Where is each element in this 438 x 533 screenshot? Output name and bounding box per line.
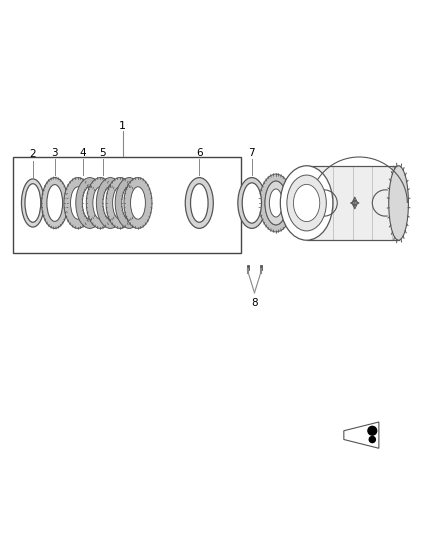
Ellipse shape [265, 181, 287, 225]
Ellipse shape [293, 184, 320, 222]
Ellipse shape [185, 177, 213, 229]
Bar [307, 166, 399, 240]
Text: 1: 1 [119, 120, 126, 131]
Ellipse shape [76, 177, 104, 229]
Ellipse shape [106, 177, 134, 229]
Ellipse shape [93, 187, 108, 219]
Ellipse shape [124, 177, 152, 229]
Ellipse shape [280, 166, 333, 240]
Ellipse shape [389, 166, 409, 240]
Ellipse shape [122, 187, 137, 219]
Ellipse shape [96, 177, 124, 229]
Ellipse shape [71, 187, 85, 219]
Ellipse shape [287, 175, 326, 231]
Ellipse shape [47, 184, 63, 221]
Ellipse shape [242, 183, 261, 223]
Ellipse shape [86, 177, 114, 229]
Text: 2: 2 [29, 149, 36, 159]
Polygon shape [344, 422, 379, 448]
Ellipse shape [25, 184, 41, 222]
Ellipse shape [131, 187, 145, 219]
Ellipse shape [82, 187, 97, 219]
Bar [13, 157, 241, 253]
Ellipse shape [259, 174, 293, 232]
Ellipse shape [21, 179, 44, 227]
Ellipse shape [368, 426, 377, 435]
Ellipse shape [265, 181, 287, 225]
Ellipse shape [42, 177, 68, 229]
Ellipse shape [103, 187, 118, 219]
Ellipse shape [269, 189, 283, 217]
Text: 7: 7 [248, 148, 255, 158]
Text: 4: 4 [80, 148, 87, 158]
Ellipse shape [238, 177, 266, 229]
Ellipse shape [369, 437, 375, 442]
Text: 6: 6 [196, 148, 203, 158]
Ellipse shape [113, 187, 127, 219]
Ellipse shape [115, 177, 143, 229]
Text: 3: 3 [51, 148, 58, 158]
Text: 8: 8 [251, 298, 258, 308]
Text: 5: 5 [99, 148, 106, 158]
Ellipse shape [191, 184, 208, 222]
Ellipse shape [64, 177, 92, 229]
